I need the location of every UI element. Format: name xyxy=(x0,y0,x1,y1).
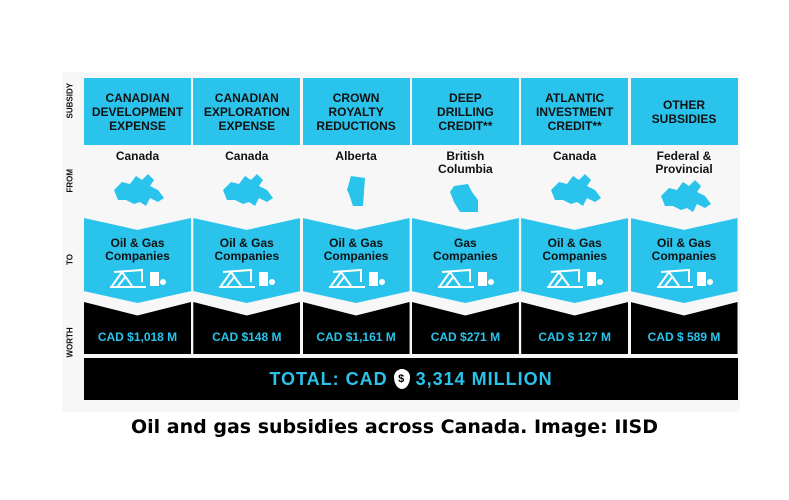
to-chevron xyxy=(302,218,410,303)
total-prefix: TOTAL: CAD xyxy=(269,368,388,389)
alberta-map-icon xyxy=(346,176,365,206)
row-label-subsidy: SUBSIDY xyxy=(66,83,75,119)
caption: Oil and gas subsidies across Canada. Ima… xyxy=(131,416,658,438)
subsidy-cell: CANADIAN EXPLORATION EXPENSE xyxy=(193,78,301,145)
total-banner: TOTAL: CAD $ 3,314 MILLION xyxy=(84,358,738,400)
to-label: Oil & Gas Companies xyxy=(105,236,170,263)
to-label: Oil & Gas Companies xyxy=(323,236,389,263)
to-label: Gas Companies xyxy=(433,236,498,263)
from-label: Alberta xyxy=(335,149,377,163)
subsidy-cell: DEEP DRILLING CREDIT** xyxy=(411,78,519,145)
pumpjack-barrel-icon xyxy=(328,268,385,288)
canada-map-icon xyxy=(551,174,602,206)
from-label: Federal & Provincial xyxy=(655,149,713,176)
to-chevron xyxy=(521,218,629,303)
from-label: Canada xyxy=(115,149,160,163)
from-label: Canada xyxy=(225,149,269,163)
oil-drop-dollar-icon: $ xyxy=(393,369,410,389)
row-label-worth: WORTH xyxy=(65,327,75,358)
from-label: Canada xyxy=(553,149,597,163)
to-label: Oil & Gas Companies xyxy=(651,236,717,263)
pumpjack-barrel-icon xyxy=(437,268,494,288)
row-label-to: TO xyxy=(65,254,75,265)
subsidy-cell: CANADIAN DEVELOPMENT EXPENSE xyxy=(84,78,191,145)
to-chevron xyxy=(630,218,738,303)
to-label: Oil & Gas Companies xyxy=(542,236,608,263)
canada-map-icon xyxy=(223,174,274,206)
subsidy-cell: CROWN ROYALTY REDUCTIONS xyxy=(302,78,410,145)
subsidy-cell: OTHER SUBSIDIES xyxy=(630,78,738,145)
from-label: British Columbia xyxy=(438,149,493,176)
to-chevron xyxy=(411,218,519,303)
pumpjack-barrel-icon xyxy=(110,268,166,288)
to-chevron xyxy=(193,218,301,303)
to-label: Oil & Gas Companies xyxy=(214,236,280,263)
to-chevron xyxy=(84,218,191,303)
subsidy-cell: ATLANTIC INVESTMENT CREDIT** xyxy=(521,78,629,145)
row-label-from: FROM xyxy=(65,168,75,193)
canada-map-icon xyxy=(114,174,164,206)
pumpjack-barrel-icon xyxy=(656,268,713,288)
pumpjack-barrel-icon xyxy=(547,268,604,288)
pumpjack-barrel-icon xyxy=(219,268,276,288)
canada-map-icon xyxy=(660,180,711,212)
total-amount: 3,314 MILLION xyxy=(415,368,553,389)
bc-map-icon xyxy=(449,184,478,212)
